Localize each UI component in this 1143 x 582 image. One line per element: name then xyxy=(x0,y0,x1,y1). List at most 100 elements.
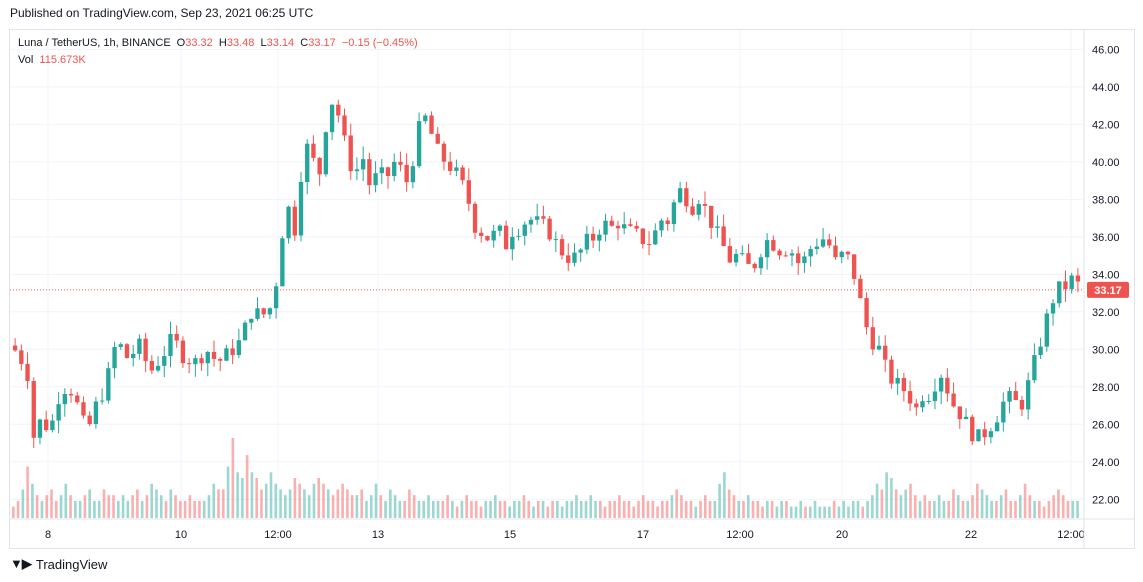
volume-bar xyxy=(976,483,979,518)
candle-body xyxy=(224,348,229,361)
tradingview-brand[interactable]: ▼▶ TradingView xyxy=(10,556,107,572)
candle-body xyxy=(870,327,875,350)
volume-bar xyxy=(918,500,922,518)
candle-body xyxy=(218,358,223,361)
volume-bar xyxy=(589,495,593,518)
y-tick-label: 40.00 xyxy=(1092,157,1120,169)
candle-body xyxy=(702,204,708,206)
volume-bar xyxy=(331,495,335,518)
candle-body xyxy=(839,251,844,258)
volume-bar xyxy=(646,500,650,518)
volume-bar xyxy=(1076,500,1079,518)
candle-body xyxy=(267,308,273,315)
legend-low-label: L xyxy=(260,37,267,49)
volume-bar xyxy=(1028,495,1032,518)
volume-bar xyxy=(360,489,364,518)
candle-body xyxy=(93,401,99,425)
candle-body xyxy=(895,377,900,384)
candle-body xyxy=(709,205,714,228)
volume-bar xyxy=(427,495,430,518)
volume-bar xyxy=(365,500,368,518)
candle-body xyxy=(559,239,565,256)
volume-bar xyxy=(198,500,201,518)
candle-body xyxy=(99,400,105,402)
legend-vol: 115.673K xyxy=(39,54,86,66)
volume-bar xyxy=(69,495,72,518)
volume-bar xyxy=(188,495,192,518)
candle-body xyxy=(758,257,764,269)
x-tick-label: 17 xyxy=(637,529,649,541)
volume-bar xyxy=(551,500,554,518)
volume-bar xyxy=(398,500,402,518)
volume-bar xyxy=(871,495,874,518)
volume-bar xyxy=(1004,489,1008,518)
volume-bar xyxy=(532,506,535,518)
published-note: Published on TradingView.com, Sep 23, 20… xyxy=(10,6,314,20)
candle-body xyxy=(1063,281,1068,289)
volume-bar xyxy=(541,500,545,518)
candle-body xyxy=(945,377,950,394)
volume-bar xyxy=(766,500,769,518)
y-tick-label: 24.00 xyxy=(1092,457,1120,469)
volume-bar xyxy=(680,495,683,518)
candle-body xyxy=(75,395,80,403)
legend-low: 33.14 xyxy=(266,37,295,49)
candle-body xyxy=(808,248,813,257)
candle-body xyxy=(820,239,826,247)
volume-bar xyxy=(789,506,793,518)
tradingview-logo-icon: ▼▶ xyxy=(10,556,32,571)
volume-bar xyxy=(155,489,158,518)
volume-bar xyxy=(851,500,855,518)
candle-body xyxy=(298,181,304,236)
volume-bar xyxy=(336,489,340,518)
volume-bar xyxy=(904,489,908,518)
volume-bar xyxy=(1033,500,1036,518)
candle-body xyxy=(659,220,664,231)
volume-bar xyxy=(866,500,869,518)
volume-bar xyxy=(498,500,502,518)
volume-bar xyxy=(288,489,292,518)
candle-body xyxy=(510,236,515,250)
volume-bar xyxy=(708,500,712,518)
volume-bar xyxy=(150,483,154,518)
volume-bar xyxy=(923,495,927,518)
volume-bar xyxy=(651,500,655,518)
x-tick-label: 10 xyxy=(175,529,187,541)
candle-body xyxy=(615,225,621,229)
volume-bar xyxy=(217,489,220,518)
volume-bar xyxy=(1009,500,1013,518)
candle-body xyxy=(56,404,61,421)
candle-body xyxy=(385,167,391,176)
candle-body xyxy=(180,340,186,364)
volume-bar xyxy=(126,500,130,518)
candle-body xyxy=(715,226,720,228)
volume-bar xyxy=(813,500,817,518)
volume-bar xyxy=(937,495,941,518)
volume-bar xyxy=(894,489,898,518)
volume-bar xyxy=(556,500,559,518)
y-tick-label: 46.00 xyxy=(1092,44,1120,56)
volume-bar xyxy=(952,489,955,518)
candle-body xyxy=(740,253,745,255)
candle-body xyxy=(976,429,981,442)
candle-body xyxy=(323,132,329,175)
candle-body xyxy=(535,216,540,220)
volume-bar xyxy=(384,500,387,518)
y-tick-label: 32.00 xyxy=(1092,307,1120,319)
volume-bar xyxy=(899,495,903,518)
volume-bar xyxy=(603,506,607,518)
volume-bar xyxy=(193,500,196,518)
candle-body xyxy=(280,238,285,287)
chart-legend: Luna / TetherUS, 1h, BINANCE O33.32 H33.4… xyxy=(18,35,418,69)
candle-body xyxy=(963,416,969,420)
volume-bar xyxy=(584,500,588,518)
volume-bar xyxy=(570,500,573,518)
volume-bar xyxy=(12,506,15,518)
volume-bar xyxy=(317,478,321,518)
volume-bar xyxy=(637,500,640,518)
volume-bar xyxy=(746,495,750,518)
candle-body xyxy=(19,350,24,364)
candle-body xyxy=(44,419,49,431)
volume-bar xyxy=(136,489,139,518)
